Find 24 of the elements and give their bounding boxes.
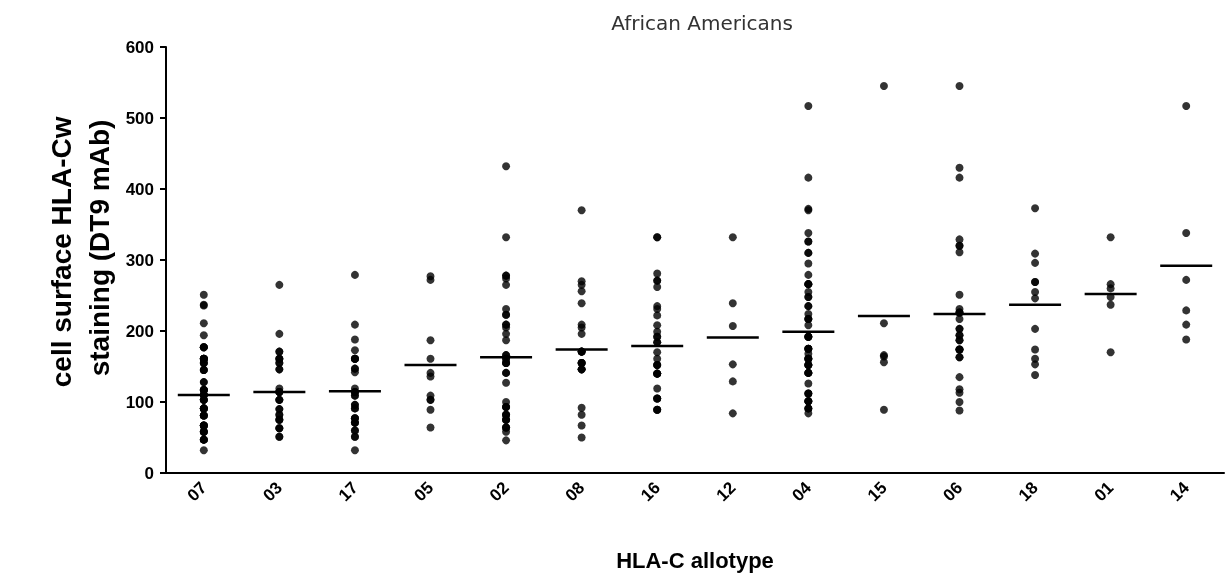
x-tick-label: 17 [334, 478, 362, 506]
y-tick-label: 600 [125, 37, 154, 57]
y-tick-label: 200 [125, 321, 154, 341]
x-tick-label: 12 [712, 478, 740, 506]
y-tick-label: 0 [144, 463, 154, 483]
x-tick-label: 14 [1166, 477, 1194, 506]
x-tick-label: 04 [788, 477, 816, 506]
y-tick-label: 400 [125, 179, 154, 199]
y-tick-label: 100 [125, 392, 154, 412]
y-tick-label: 300 [125, 250, 154, 270]
x-tick-label: 02 [485, 478, 513, 506]
x-axis-title: HLA-C allotype [616, 547, 774, 573]
x-tick-label: 06 [939, 478, 967, 506]
x-tick-label: 07 [183, 478, 211, 506]
x-tick-label: 15 [863, 478, 891, 506]
y-axis-title: cell surface HLA-Cw staining (DT9 mAb) [45, 108, 115, 388]
x-tick-label: 08 [561, 478, 589, 506]
x-tick-label: 01 [1090, 478, 1118, 506]
x-tick-label: 18 [1014, 478, 1042, 506]
y-tick-label: 500 [125, 108, 154, 128]
x-tick-label: 16 [637, 478, 664, 506]
x-tick-label: 03 [259, 478, 287, 506]
chart-title: African Americans [611, 11, 793, 35]
x-tick-label: 05 [410, 478, 438, 506]
